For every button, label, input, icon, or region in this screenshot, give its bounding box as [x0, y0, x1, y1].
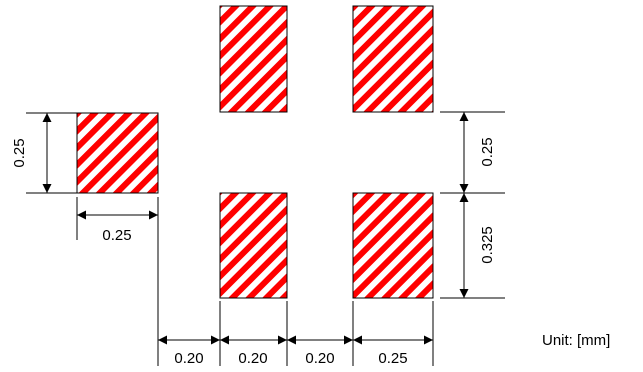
dim-right-top-height-label: 0.25 [479, 137, 496, 166]
dim-left-pad-height-label: 0.25 [11, 138, 28, 167]
pad-bottom-1 [219, 192, 288, 299]
dim-bottom-pad-width-2-label: 0.25 [378, 350, 407, 367]
dim-bottom-pad-width-1-label: 0.20 [238, 350, 267, 367]
unit-label: Unit: [mm] [542, 332, 611, 349]
dim-bottom-chain [157, 215, 434, 366]
dim-bottom-gap-2-label: 0.20 [305, 350, 334, 367]
pad-top-2 [352, 5, 434, 113]
dim-left-pad-width-label: 0.25 [102, 227, 131, 244]
dim-right-bottom-height-label: 0.325 [479, 226, 496, 264]
dim-bottom-gap-1-label: 0.20 [174, 350, 203, 367]
dim-left-pad-height [26, 112, 77, 194]
dim-right-heights [440, 111, 505, 299]
pad-bottom-2 [352, 192, 434, 299]
pad-left [76, 112, 159, 194]
pad-top-1 [219, 5, 288, 113]
